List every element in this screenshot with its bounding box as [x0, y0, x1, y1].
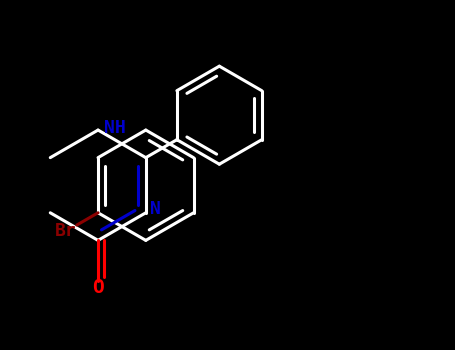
Text: NH: NH — [104, 119, 126, 137]
Text: O: O — [92, 278, 104, 297]
Text: Br: Br — [56, 222, 77, 240]
Text: N: N — [150, 200, 161, 218]
